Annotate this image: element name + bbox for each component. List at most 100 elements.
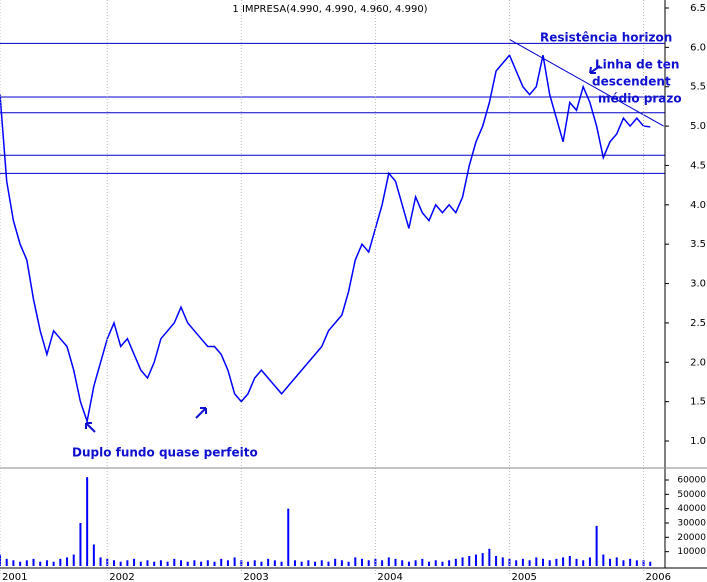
volume-bar [226, 560, 229, 566]
y-tick-label: 2.0 [690, 357, 706, 368]
price-line [0, 53, 651, 425]
volume-bar [421, 558, 424, 566]
volume-bar [602, 554, 605, 566]
trend-line [509, 39, 664, 127]
volume-bar [153, 561, 156, 566]
arrow [589, 65, 601, 74]
volume-bar [515, 560, 518, 566]
volume-bar [367, 560, 370, 566]
y-tick-label: 1.0 [690, 436, 706, 447]
volume-bar [555, 558, 558, 566]
y-tick-label: 3.0 [690, 279, 706, 290]
volume-bar [401, 560, 404, 566]
volume-bar [568, 555, 571, 566]
annotation: médio prazo [598, 92, 682, 106]
x-tick-label: 2005 [511, 572, 536, 582]
annotation: Duplo fundo quase perfeito [72, 446, 258, 460]
volume-bar [59, 558, 62, 566]
volume-bar [86, 477, 89, 566]
volume-bar [12, 560, 15, 566]
volume-bar [52, 561, 55, 566]
y2-tick-label: 40000 [677, 504, 706, 514]
volume-bar [381, 560, 384, 566]
volume-bar [39, 561, 42, 566]
volume-bar [414, 560, 417, 566]
y2-tick-label: 60000 [677, 476, 706, 486]
volume-bar [280, 561, 283, 566]
y-tick-label: 1.5 [690, 397, 706, 408]
volume-bar [354, 557, 357, 566]
volume-bar [267, 558, 270, 566]
volume-bar [320, 560, 323, 566]
x-tick-label: 2002 [109, 572, 134, 582]
volume-bar [159, 560, 162, 566]
volume-bar [347, 561, 350, 566]
volume-bar [0, 554, 1, 566]
volume-bar [360, 558, 363, 566]
volume-bar [213, 561, 216, 566]
volume-bar [99, 557, 102, 566]
volume-bar [635, 560, 638, 566]
y2-tick-label: 20000 [677, 533, 706, 543]
volume-bar [193, 560, 196, 566]
volume-bar [106, 558, 109, 566]
y-tick-label: 5.5 [690, 82, 706, 93]
volume-bar [649, 561, 652, 566]
volume-bar [45, 560, 48, 566]
volume-bar [468, 555, 471, 566]
volume-bar [5, 558, 8, 566]
y-tick-label: 2.5 [690, 318, 706, 329]
volume-bar [394, 558, 397, 566]
volume-bar [133, 558, 136, 566]
volume-bar [615, 557, 618, 566]
volume-bar [461, 557, 464, 566]
volume-bar [19, 561, 22, 566]
volume-bar [340, 560, 343, 566]
volume-bar [582, 560, 585, 566]
volume-bar [166, 561, 169, 566]
volume-bar [126, 560, 129, 566]
volume-bar [535, 557, 538, 566]
annotation: Resistência horizon [540, 31, 672, 45]
volume-bar [488, 548, 491, 566]
volume-bar [407, 561, 410, 566]
y-tick-label: 6.5 [690, 3, 706, 14]
volume-bar [240, 560, 243, 566]
x-tick-label: 2006 [646, 572, 671, 582]
y2-tick-label: 50000 [677, 490, 706, 500]
volume-bar [495, 555, 498, 566]
volume-bar [173, 558, 176, 566]
volume-bar [474, 554, 477, 566]
y2-tick-label: 30000 [677, 519, 706, 529]
annotation: Linha de ten [595, 58, 679, 72]
volume-bar [334, 558, 337, 566]
volume-bar [481, 553, 484, 566]
volume-bar [521, 558, 524, 566]
volume-bar [233, 557, 236, 566]
volume-bar [206, 560, 209, 566]
y-tick-label: 4.0 [690, 200, 706, 211]
volume-bar [609, 558, 612, 566]
volume-bar [575, 558, 578, 566]
volume-bar [139, 561, 142, 566]
volume-bar [146, 560, 149, 566]
y-tick-label: 3.5 [690, 239, 706, 250]
volume-bar [434, 560, 437, 566]
volume-bar [79, 523, 82, 566]
x-tick-label: 2001 [2, 572, 27, 582]
volume-bar [548, 560, 551, 566]
annotation: descendent [592, 75, 671, 89]
y-tick-label: 6.0 [690, 42, 706, 53]
volume-bar [588, 557, 591, 566]
volume-bar [508, 558, 511, 566]
volume-bar [119, 561, 122, 566]
volume-bar [293, 560, 296, 566]
volume-bar [32, 558, 35, 566]
volume-bar [642, 560, 645, 566]
volume-bar [629, 558, 632, 566]
y2-tick-label: 10000 [677, 547, 706, 557]
x-tick-label: 2004 [377, 572, 402, 582]
volume-bar [72, 554, 75, 566]
volume-bar [448, 560, 451, 566]
